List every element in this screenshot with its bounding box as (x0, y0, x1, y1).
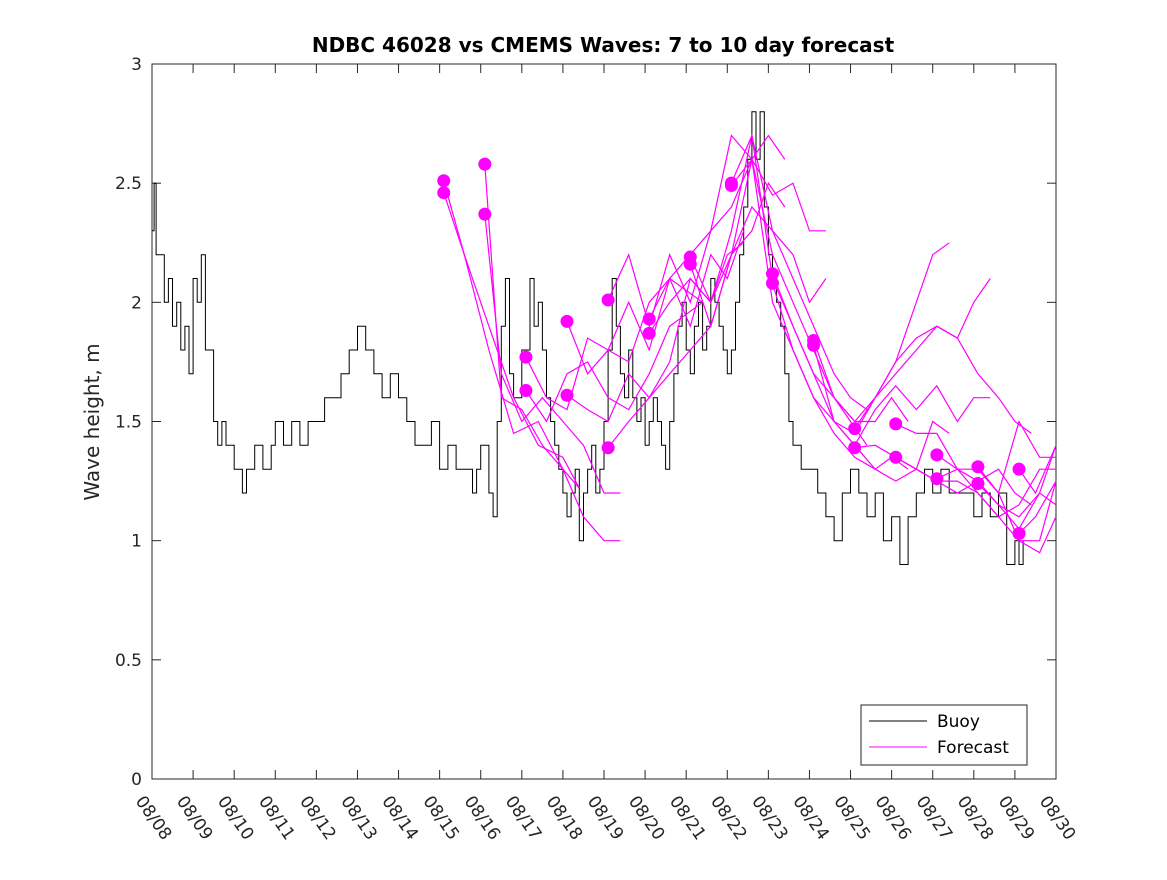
forecast-start-marker-5 (519, 384, 533, 398)
forecast-series-line-29 (1018, 480, 1057, 534)
forecast-series-line-15 (730, 157, 909, 471)
y-tick-label: 0.5 (115, 651, 142, 671)
forecast-series-line-10 (648, 134, 826, 320)
forecast-start-marker-24 (930, 448, 944, 462)
forecast-start-marker-8 (601, 293, 615, 307)
forecast-start-marker-4 (519, 350, 533, 364)
forecast-series-line-5 (525, 301, 703, 423)
forecast-series-line-18 (813, 278, 991, 423)
legend-forecast-label: Forecast (937, 738, 1009, 758)
legend-buoy-label: Buoy (937, 712, 980, 732)
forecast-start-marker-20 (848, 422, 862, 436)
forecast-start-marker-11 (642, 326, 656, 340)
forecast-start-marker-1 (437, 186, 451, 200)
forecast-start-marker-7 (560, 388, 574, 402)
forecast-start-marker-26 (971, 460, 985, 474)
y-tick-label: 1.5 (115, 413, 142, 433)
forecast-series-line-9 (607, 181, 786, 449)
forecast-start-marker-29 (1012, 527, 1026, 541)
forecast-series-line-12 (689, 135, 868, 411)
forecast-series-line-14 (730, 133, 909, 423)
forecast-series-line-20 (854, 325, 1032, 434)
forecast-series-line-27 (977, 483, 1057, 518)
forecast-start-marker-10 (642, 312, 656, 326)
y-tick-label: 2.5 (115, 174, 142, 194)
forecast-series-line-19 (813, 345, 991, 447)
forecast-start-marker-16 (765, 267, 779, 281)
forecast-start-marker-27 (971, 476, 985, 490)
forecast-series-line-21 (854, 444, 1032, 506)
y-tick-label: 1 (131, 532, 142, 552)
forecast-series-line-28 (1018, 445, 1057, 495)
forecast-start-marker-3 (478, 207, 492, 221)
forecast-start-marker-17 (765, 276, 779, 290)
forecast-series-line-7 (566, 242, 745, 423)
forecast-series-line-25 (936, 468, 1056, 518)
forecast-start-marker-9 (601, 441, 615, 455)
forecast-series-line-26 (977, 419, 1056, 495)
forecast-series-line-13 (689, 159, 868, 446)
forecast-start-marker-6 (560, 314, 574, 328)
forecast-series-line-6 (566, 230, 745, 375)
forecast-start-marker-23 (889, 450, 903, 464)
forecast-start-marker-2 (478, 157, 492, 171)
forecast-series-line-3 (484, 214, 621, 494)
forecast-start-marker-19 (807, 338, 821, 352)
legend-box (860, 704, 1028, 766)
forecast-start-marker-28 (1012, 462, 1026, 476)
forecast-start-marker-25 (930, 472, 944, 486)
forecast-start-marker-21 (848, 441, 862, 455)
chart-title: NDBC 46028 vs CMEMS Waves: 7 to 10 day f… (312, 33, 895, 57)
forecast-series-line-4 (525, 277, 703, 411)
buoy-series-line (152, 111, 1024, 565)
y-tick-label: 3 (131, 55, 142, 75)
forecast-series-line-16 (771, 242, 950, 435)
forecast-series-line-11 (648, 205, 827, 334)
y-axis-label: Wave height, m (80, 343, 104, 500)
forecast-series-line-2 (484, 164, 621, 542)
legend: Buoy Forecast (860, 704, 1028, 766)
forecast-start-marker-13 (683, 257, 697, 271)
forecast-start-marker-0 (437, 174, 451, 188)
forecast-series-line-8 (607, 134, 786, 329)
forecast-series-line-17 (771, 283, 950, 482)
y-tick-label: 0 (131, 770, 142, 790)
plot-area: 00.511.522.5308/0808/0908/1008/1108/1208… (115, 55, 1079, 844)
forecast-start-marker-15 (724, 179, 738, 193)
y-tick-label: 2 (131, 293, 142, 313)
forecast-start-marker-22 (889, 417, 903, 431)
